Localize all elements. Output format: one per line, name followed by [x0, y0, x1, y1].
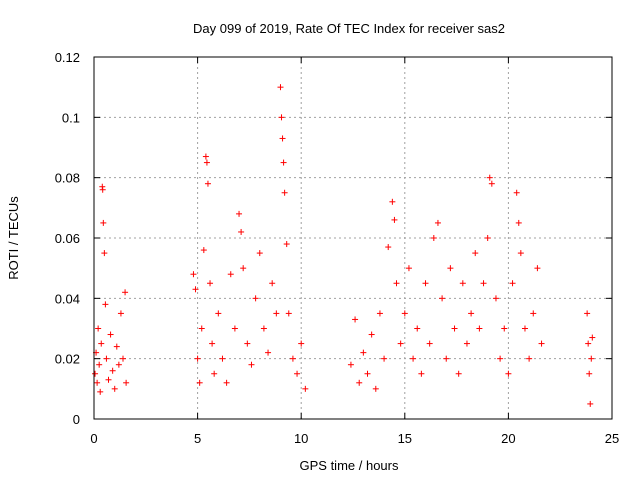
y-tick-label: 0.06: [55, 231, 80, 246]
x-tick-label: 0: [90, 431, 97, 446]
y-tick-label: 0.1: [62, 110, 80, 125]
y-axis-label: ROTI / TECUs: [6, 196, 21, 280]
y-tick-label: 0.08: [55, 171, 80, 186]
x-tick-label: 15: [398, 431, 412, 446]
x-tick-label: 10: [294, 431, 308, 446]
x-tick-label: 20: [501, 431, 515, 446]
x-tick-label: 5: [194, 431, 201, 446]
chart-title: Day 099 of 2019, Rate Of TEC Index for r…: [193, 21, 505, 36]
x-axis-label: GPS time / hours: [300, 458, 399, 473]
y-tick-label: 0: [73, 412, 80, 427]
y-tick-label: 0.12: [55, 50, 80, 65]
y-tick-label: 0.04: [55, 291, 80, 306]
y-tick-label: 0.02: [55, 352, 80, 367]
x-tick-label: 25: [605, 431, 619, 446]
